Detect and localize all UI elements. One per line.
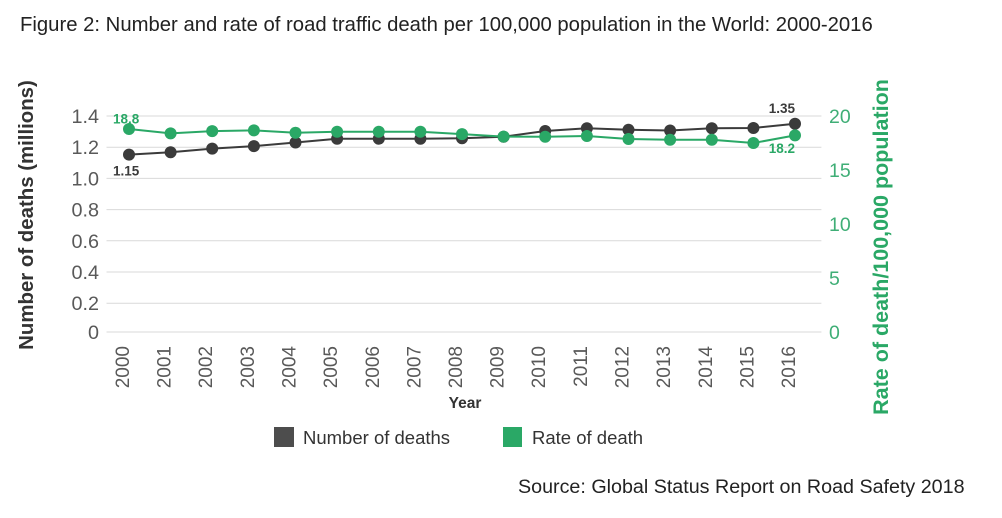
svg-text:1.0: 1.0 [72, 168, 100, 190]
svg-text:1.2: 1.2 [72, 137, 100, 159]
svg-text:Year: Year [449, 395, 482, 412]
svg-text:0: 0 [88, 322, 99, 344]
svg-text:2010: 2010 [529, 346, 550, 388]
svg-text:Rate of death/100,000 populati: Rate of death/100,000 population [869, 79, 893, 415]
svg-text:2013: 2013 [654, 346, 675, 388]
svg-text:2012: 2012 [613, 346, 634, 388]
svg-text:1.15: 1.15 [113, 164, 140, 179]
svg-text:20: 20 [829, 106, 851, 128]
svg-text:2002: 2002 [196, 346, 217, 388]
svg-text:2011: 2011 [571, 346, 592, 387]
svg-text:2008: 2008 [446, 346, 467, 388]
svg-text:1.35: 1.35 [769, 101, 796, 116]
svg-text:10: 10 [829, 214, 851, 236]
svg-text:2001: 2001 [155, 346, 176, 388]
svg-text:2006: 2006 [363, 346, 384, 388]
svg-text:2016: 2016 [779, 346, 800, 388]
svg-text:2005: 2005 [321, 346, 342, 388]
svg-text:2009: 2009 [488, 346, 509, 388]
svg-text:0.6: 0.6 [72, 231, 100, 253]
svg-text:Number of deaths: Number of deaths [303, 427, 450, 448]
svg-text:0: 0 [829, 322, 840, 344]
svg-text:5: 5 [829, 268, 840, 290]
svg-text:2000: 2000 [113, 346, 134, 388]
svg-text:2004: 2004 [280, 346, 301, 389]
svg-text:18.8: 18.8 [113, 112, 140, 127]
svg-text:15: 15 [829, 160, 851, 182]
svg-text:2014: 2014 [696, 346, 717, 389]
svg-text:Source: Global Status Report o: Source: Global Status Report on Road Saf… [518, 476, 965, 498]
svg-text:0.4: 0.4 [72, 262, 100, 284]
svg-text:Number of deaths (millions): Number of deaths (millions) [16, 80, 38, 350]
svg-text:Rate of death: Rate of death [532, 427, 643, 448]
svg-text:2003: 2003 [238, 346, 259, 388]
svg-text:1.4: 1.4 [72, 106, 100, 128]
svg-text:0.8: 0.8 [72, 200, 100, 222]
svg-text:0.2: 0.2 [72, 293, 100, 315]
svg-text:2007: 2007 [404, 346, 425, 388]
svg-text:2015: 2015 [737, 346, 758, 388]
svg-text:18.2: 18.2 [769, 141, 795, 156]
